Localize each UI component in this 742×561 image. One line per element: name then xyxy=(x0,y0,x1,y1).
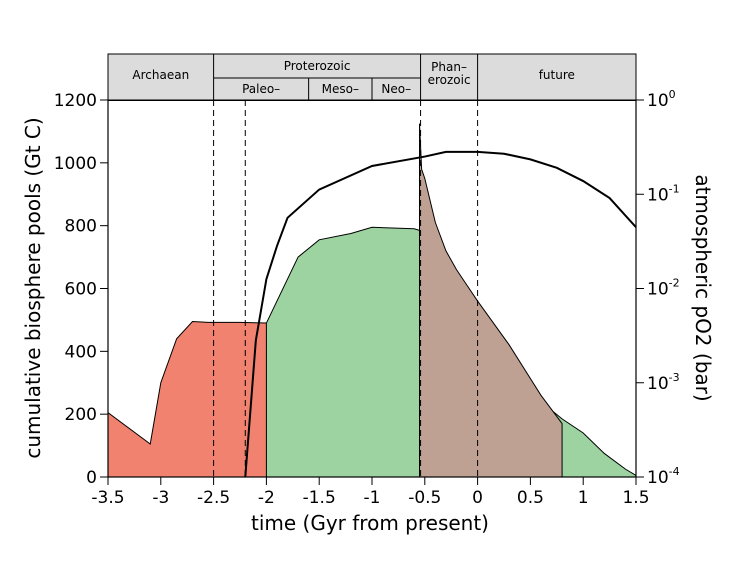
x-tick-label: -2 xyxy=(258,488,275,508)
x-tick-label: -2.5 xyxy=(197,488,230,508)
y2-tick-exponent: -2 xyxy=(669,277,680,290)
po2-line xyxy=(244,150,637,478)
y2-tick-exponent: -3 xyxy=(669,371,680,384)
sub-era-label: Paleo– xyxy=(242,82,280,96)
y2-tick-exponent: -1 xyxy=(669,182,680,195)
y2-tick-exponent: -4 xyxy=(669,465,680,478)
era-label: Proterozoic xyxy=(284,59,351,73)
x-tick-label: 1.5 xyxy=(622,488,649,508)
x-axis-title: time (Gyr from present) xyxy=(251,511,489,535)
x-ticks: -3.5 -3 -2.5 -2 -1.5 -1 -0.5 0 0.5 1 1.5 xyxy=(91,477,650,508)
y-axis-title: cumulative biosphere pools (Gt C) xyxy=(21,117,45,458)
y2-tick-label: 10-4 xyxy=(647,465,680,488)
y2-tick-label: 100 xyxy=(647,88,676,111)
y-tick-label: 200 xyxy=(65,405,97,425)
x-tick-label: 0.5 xyxy=(517,488,544,508)
y2-tick-label: 10-2 xyxy=(647,277,680,300)
x-tick-label: 0 xyxy=(472,488,483,508)
y-tick-label: 800 xyxy=(65,217,97,237)
x-tick-label: 1 xyxy=(578,488,589,508)
era-label: future xyxy=(539,68,575,82)
era-band: Archaean Proterozoic Phan–erozoic future Pal… xyxy=(107,53,637,101)
y2-ticks: 100 10-1 10-2 10-3 10-4 xyxy=(636,88,680,488)
x-tick-label: -1 xyxy=(364,488,381,508)
x-tick-label: -3.5 xyxy=(91,488,124,508)
sub-era-label: Meso– xyxy=(322,82,359,96)
x-tick-label: -3 xyxy=(152,488,169,508)
y-tick-label: 600 xyxy=(65,280,97,300)
era-label: Phan– xyxy=(431,60,467,74)
y-tick-label: 0 xyxy=(86,468,97,488)
y-tick-label: 1000 xyxy=(54,154,97,174)
y-tick-label: 1200 xyxy=(54,91,97,111)
data-areas xyxy=(107,100,637,478)
y2-tick-exponent: 0 xyxy=(669,88,676,101)
era-label: erozoic xyxy=(428,73,471,87)
area-series-2 xyxy=(419,123,563,478)
y-tick-label: 400 xyxy=(65,342,97,362)
era-label: Archaean xyxy=(132,68,189,82)
sub-era-label: Neo– xyxy=(381,82,411,96)
y-ticks: 0 200 400 600 800 1000 1200 xyxy=(54,91,108,488)
y2-axis-title: atmospheric pO2 (bar) xyxy=(691,174,715,401)
x-tick-label: -0.5 xyxy=(408,488,441,508)
y2-tick-label: 10-3 xyxy=(647,371,680,394)
x-tick-label: -1.5 xyxy=(303,488,336,508)
y2-tick-label: 10-1 xyxy=(647,182,680,205)
